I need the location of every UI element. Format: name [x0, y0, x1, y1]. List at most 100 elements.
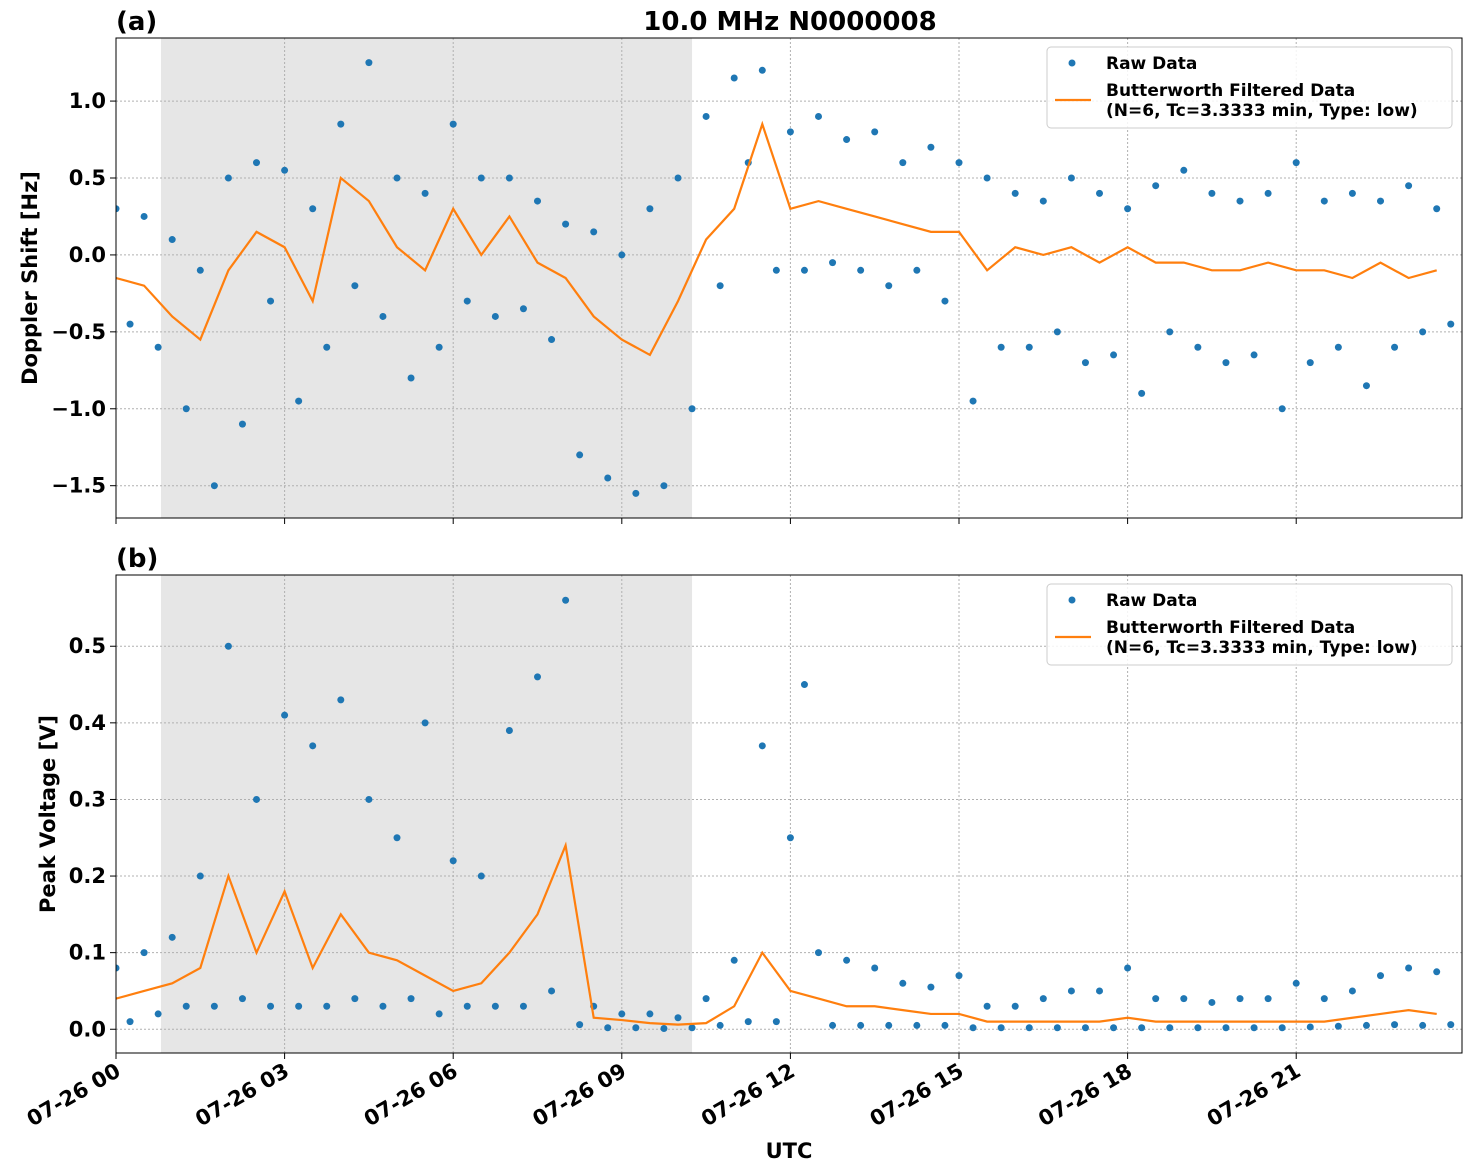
raw-point: [548, 987, 556, 995]
raw-point: [309, 205, 317, 213]
raw-point: [632, 1024, 640, 1032]
raw-point: [716, 282, 724, 290]
raw-point: [660, 1024, 668, 1032]
raw-point: [786, 128, 794, 136]
raw-point: [983, 1002, 991, 1010]
raw-point: [1320, 197, 1328, 205]
raw-point: [1124, 964, 1132, 972]
raw-point: [210, 482, 218, 490]
raw-point: [1194, 1024, 1202, 1032]
raw-point: [126, 1018, 134, 1026]
filtered-line: [116, 120, 1438, 357]
raw-point: [913, 266, 921, 274]
raw-point: [548, 336, 556, 344]
raw-point: [1096, 189, 1104, 197]
raw-point: [1081, 359, 1089, 367]
raw-point: [688, 405, 696, 413]
raw-point: [1180, 995, 1188, 1003]
raw-point: [800, 681, 808, 689]
raw-point: [1377, 972, 1385, 980]
raw-point: [758, 66, 766, 74]
x-tick-label: 07-26 21: [1203, 1059, 1305, 1132]
raw-point: [1419, 328, 1427, 336]
raw-point: [1222, 1024, 1230, 1032]
raw-point: [435, 343, 443, 351]
raw-point: [576, 1021, 584, 1029]
legend: Raw Data Butterworth Filtered Data (N=6, T…: [1046, 46, 1453, 129]
raw-point: [1236, 995, 1244, 1003]
raw-point: [871, 128, 879, 136]
raw-point: [1166, 1024, 1174, 1032]
raw-point: [1348, 987, 1356, 995]
raw-point: [1264, 995, 1272, 1003]
raw-point: [435, 1010, 443, 1018]
raw-point: [238, 420, 246, 428]
raw-point: [660, 482, 668, 490]
raw-point: [1377, 197, 1385, 205]
raw-point: [899, 159, 907, 167]
raw-point: [1222, 359, 1230, 367]
raw-point: [1039, 197, 1047, 205]
raw-point: [1152, 182, 1160, 190]
raw-point: [955, 159, 963, 167]
raw-point: [1250, 351, 1258, 359]
raw-point: [857, 1021, 865, 1029]
raw-point: [1405, 964, 1413, 972]
raw-point: [716, 1021, 724, 1029]
raw-point: [815, 949, 823, 957]
raw-point: [267, 1002, 275, 1010]
x-tick-label: 07-26 15: [866, 1059, 968, 1132]
y-tick-label: 0.4: [69, 711, 106, 735]
legend-label: Raw Data: [1106, 591, 1197, 611]
raw-point: [1348, 189, 1356, 197]
raw-point: [927, 983, 935, 991]
raw-point: [1278, 405, 1286, 413]
raw-point: [1081, 1024, 1089, 1032]
legend-frame: [1046, 46, 1453, 129]
raw-point: [519, 1002, 527, 1010]
raw-point: [1138, 389, 1146, 397]
legend-label: Butterworth Filtered Data (N=6, Tc=3.3333…: [1106, 618, 1418, 658]
raw-point: [1110, 1024, 1118, 1032]
raw-point: [562, 220, 570, 228]
raw-point: [168, 933, 176, 941]
raw-point: [1067, 174, 1075, 182]
raw-point: [1447, 1021, 1455, 1029]
legend-marker: [1068, 596, 1076, 604]
raw-point: [337, 120, 345, 128]
raw-point: [590, 228, 598, 236]
raw-point: [267, 297, 275, 305]
raw-point: [337, 696, 345, 704]
raw-point: [421, 189, 429, 197]
raw-point: [730, 956, 738, 964]
raw-point: [618, 251, 626, 259]
raw-point: [646, 1010, 654, 1018]
raw-point: [182, 405, 190, 413]
raw-point: [463, 297, 471, 305]
raw-point: [407, 995, 415, 1003]
panel-label: (a): [116, 7, 157, 37]
raw-point: [969, 397, 977, 405]
raw-point: [632, 489, 640, 497]
raw-point: [351, 282, 359, 290]
raw-point: [1067, 987, 1075, 995]
axes-frame: [115, 37, 1463, 519]
raw-point: [168, 236, 176, 244]
raw-point: [997, 343, 1005, 351]
y-tick-label: 0.5: [69, 166, 106, 190]
raw-point: [154, 1010, 162, 1018]
raw-point: [913, 1021, 921, 1029]
raw-point: [393, 834, 401, 842]
x-axis-label: UTC: [766, 1139, 813, 1163]
y-tick-label: 0.5: [69, 634, 106, 658]
raw-point: [421, 719, 429, 727]
y-axis-label: Peak Voltage [V]: [36, 715, 60, 913]
raw-point: [885, 282, 893, 290]
raw-point: [941, 297, 949, 305]
raw-point: [1039, 995, 1047, 1003]
raw-point: [744, 1018, 752, 1026]
raw-point: [1208, 189, 1216, 197]
raw-point: [1152, 995, 1160, 1003]
x-tick-label: 07-26 09: [528, 1059, 630, 1132]
raw-point: [365, 795, 373, 803]
